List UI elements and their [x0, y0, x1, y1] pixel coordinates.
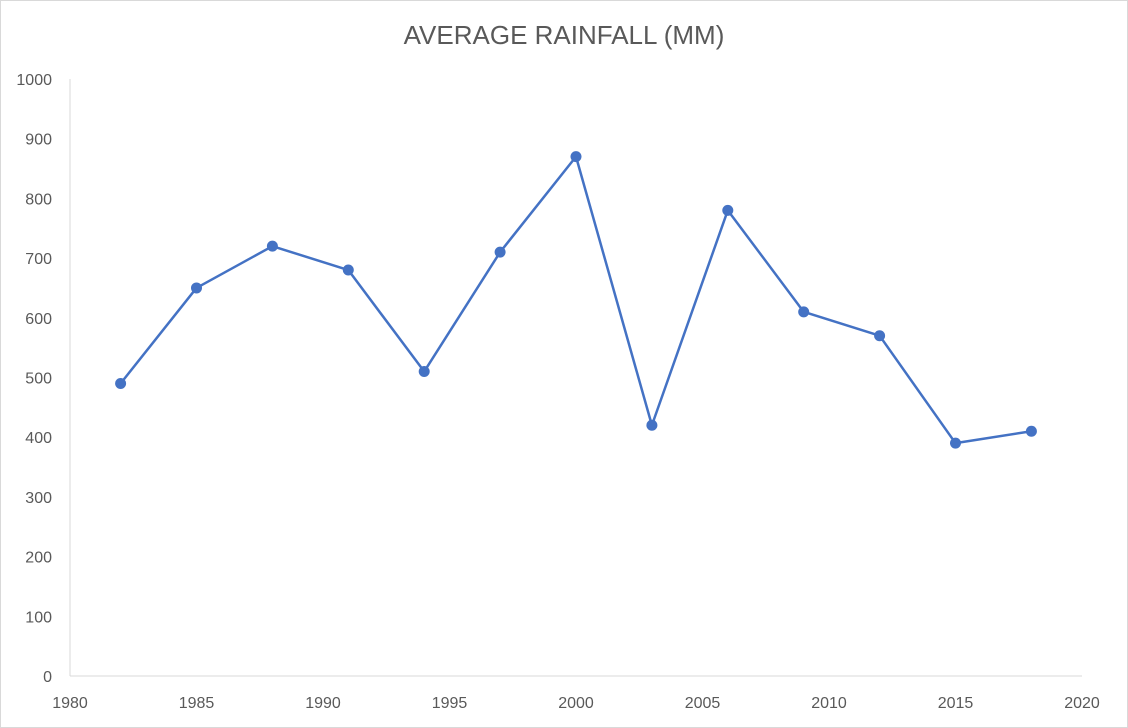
data-point — [418, 366, 430, 378]
data-point — [1025, 425, 1037, 437]
data-point — [874, 330, 886, 342]
data-point — [950, 437, 961, 449]
series-group — [115, 151, 1037, 449]
x-tick-label: 2020 — [1064, 695, 1100, 712]
y-tick-labels: 0 100 200 300 400 500 600 700 800 900 1000 — [16, 72, 52, 686]
y-tick-label: 300 — [25, 490, 52, 507]
x-tick-labels: 1980 1985 1990 1995 2000 2005 2010 2015 2020 — [52, 695, 1100, 712]
y-tick-label: 0 — [43, 669, 52, 686]
x-tick-label: 2000 — [558, 695, 594, 712]
y-tick-label: 700 — [25, 251, 52, 268]
y-tick-label: 400 — [25, 430, 52, 447]
x-tick-label: 1980 — [52, 695, 88, 712]
series-line — [119, 155, 1032, 445]
data-point — [646, 419, 658, 431]
y-tick-label: 800 — [25, 191, 52, 208]
y-tick-label: 1000 — [16, 72, 52, 89]
data-point — [722, 204, 734, 216]
y-tick-label: 500 — [25, 371, 52, 388]
y-tick-label: 100 — [25, 609, 52, 626]
x-tick-label: 1990 — [305, 695, 341, 712]
x-tick-label: 2015 — [938, 695, 974, 712]
y-tick-label: 200 — [25, 550, 52, 567]
x-tick-label: 2010 — [811, 695, 847, 712]
data-point — [494, 246, 506, 258]
data-point — [191, 282, 202, 294]
data-point — [115, 377, 127, 389]
x-tick-label: 1995 — [432, 695, 468, 712]
y-tick-label: 900 — [25, 132, 52, 149]
data-point — [798, 306, 810, 318]
data-point — [570, 151, 582, 163]
axes — [69, 79, 1082, 677]
x-tick-label: 1985 — [179, 695, 215, 712]
y-tick-label: 600 — [25, 311, 52, 328]
chart-title: AVERAGE RAINFALL (MM) — [403, 20, 725, 50]
x-tick-label: 2005 — [685, 695, 721, 712]
data-point — [266, 240, 278, 252]
data-point — [342, 264, 354, 276]
